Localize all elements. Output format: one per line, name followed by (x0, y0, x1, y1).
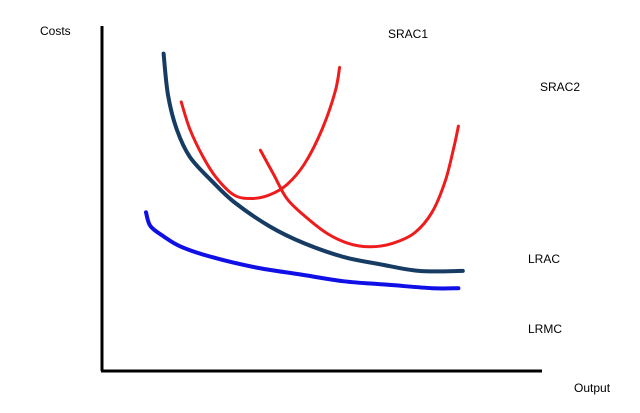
x-axis-label: Output (574, 381, 611, 395)
lrac-curve (161, 51, 465, 274)
lrmc-label: LRMC (528, 322, 562, 336)
srac1-label: SRAC1 (388, 27, 428, 41)
lrac-label: LRAC (528, 252, 560, 266)
series-layer: SRAC1 SRAC2 LRAC LRMC (144, 27, 580, 336)
srac1-curve (179, 65, 342, 201)
srac2-label: SRAC2 (540, 80, 580, 94)
srac2-curve (258, 124, 460, 249)
lrmc-curve (144, 210, 461, 291)
y-axis-label: Costs (40, 24, 71, 38)
